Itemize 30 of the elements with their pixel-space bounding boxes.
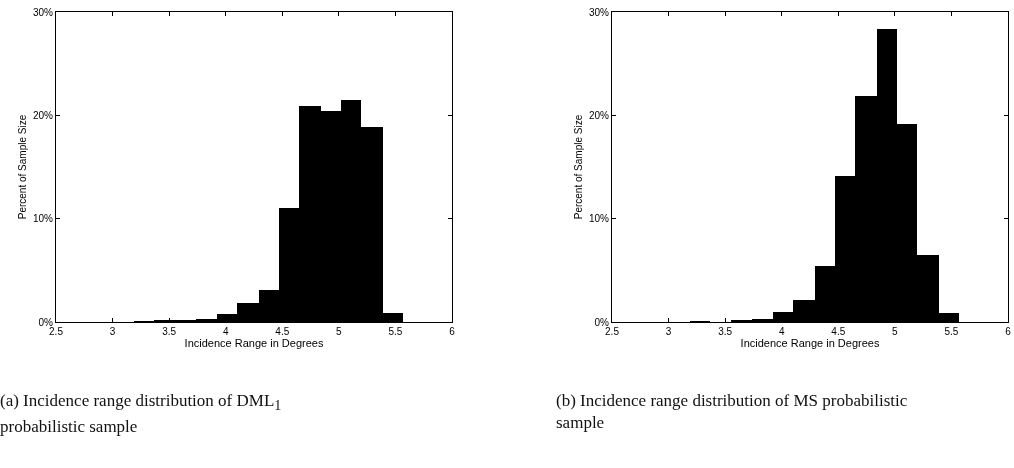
- x-tick-label: 3.5: [718, 326, 733, 337]
- x-tick-label: 3: [109, 326, 116, 337]
- x-tick-label: 5: [892, 326, 899, 337]
- x-tick-label: 4: [222, 326, 229, 337]
- text: (b) Incidence range distribution of MS probabilistic sample: [556, 390, 909, 434]
- y-axis-title: Percent of Sample Size: [16, 114, 28, 220]
- x-axis-title: Incidence Range in Degrees: [184, 337, 324, 349]
- y-tick-label: 0%: [594, 316, 610, 328]
- x-tick-label: 5.5: [388, 326, 403, 337]
- y-tick-label: 10%: [588, 213, 610, 225]
- y-tick-label: 20%: [32, 109, 54, 121]
- y-tick-label: 0%: [38, 316, 54, 328]
- y-axis-title: Percent of Sample Size: [572, 114, 584, 220]
- x-tick-label: 4.5: [275, 326, 290, 337]
- x-tick-label: 5.5: [944, 326, 959, 337]
- x-tick-label: 3: [665, 326, 672, 337]
- y-tick-label: 20%: [588, 109, 610, 121]
- x-tick-label: 2.5: [605, 326, 620, 337]
- x-tick-label: 6: [449, 326, 456, 337]
- x-tick-label: 2.5: [49, 326, 64, 337]
- x-tick-label: 4: [778, 326, 785, 337]
- x-tick-label: 5: [336, 326, 343, 337]
- x-axis-title: Incidence Range in Degrees: [740, 337, 880, 349]
- y-tick-label: 10%: [32, 213, 54, 225]
- y-tick-label: 30%: [32, 6, 54, 18]
- x-tick-label: 6: [1005, 326, 1012, 337]
- x-tick-label: 3.5: [162, 326, 177, 337]
- y-tick-label: 30%: [588, 6, 610, 18]
- text: (a) Incidence range distribution of DML$_{1}$ probabilistic sample: [0, 391, 282, 437]
- x-tick-label: 4.5: [831, 326, 846, 337]
